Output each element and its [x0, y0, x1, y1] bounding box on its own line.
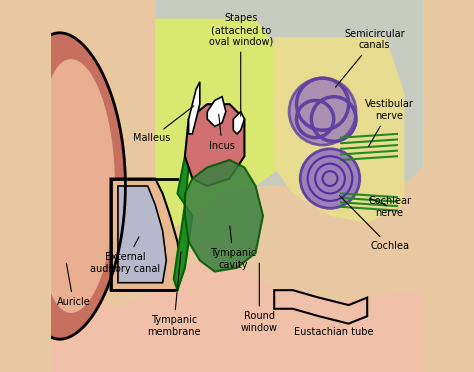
Text: Vestibular
nerve: Vestibular nerve	[365, 99, 414, 147]
Text: Round
window: Round window	[241, 263, 278, 333]
Polygon shape	[189, 82, 200, 134]
Polygon shape	[51, 260, 423, 372]
Polygon shape	[274, 290, 367, 324]
Polygon shape	[233, 112, 245, 134]
Text: Incus: Incus	[209, 114, 235, 151]
Polygon shape	[27, 33, 126, 339]
Text: Stapes
(attached to
oval window): Stapes (attached to oval window)	[209, 13, 273, 116]
Polygon shape	[185, 104, 245, 186]
Polygon shape	[274, 37, 404, 223]
Polygon shape	[40, 60, 114, 312]
Polygon shape	[155, 19, 293, 242]
Text: Cochlea: Cochlea	[339, 195, 409, 251]
Polygon shape	[110, 179, 181, 290]
Text: Cochlear
nerve: Cochlear nerve	[368, 196, 411, 218]
Text: Eustachian tube: Eustachian tube	[294, 327, 374, 337]
Circle shape	[289, 78, 356, 145]
Text: Auricle: Auricle	[56, 263, 90, 307]
Polygon shape	[118, 186, 166, 283]
Polygon shape	[174, 112, 196, 290]
Polygon shape	[155, 0, 423, 242]
Text: Tympanic
membrane: Tympanic membrane	[147, 252, 201, 337]
Text: External
auditory canal: External auditory canal	[91, 237, 161, 273]
Polygon shape	[207, 97, 226, 126]
Circle shape	[300, 149, 360, 208]
Text: Tympanic
cavity: Tympanic cavity	[210, 226, 256, 270]
Polygon shape	[185, 160, 263, 272]
Text: Malleus: Malleus	[133, 106, 194, 143]
Text: Semicircular
canals: Semicircular canals	[336, 29, 405, 87]
